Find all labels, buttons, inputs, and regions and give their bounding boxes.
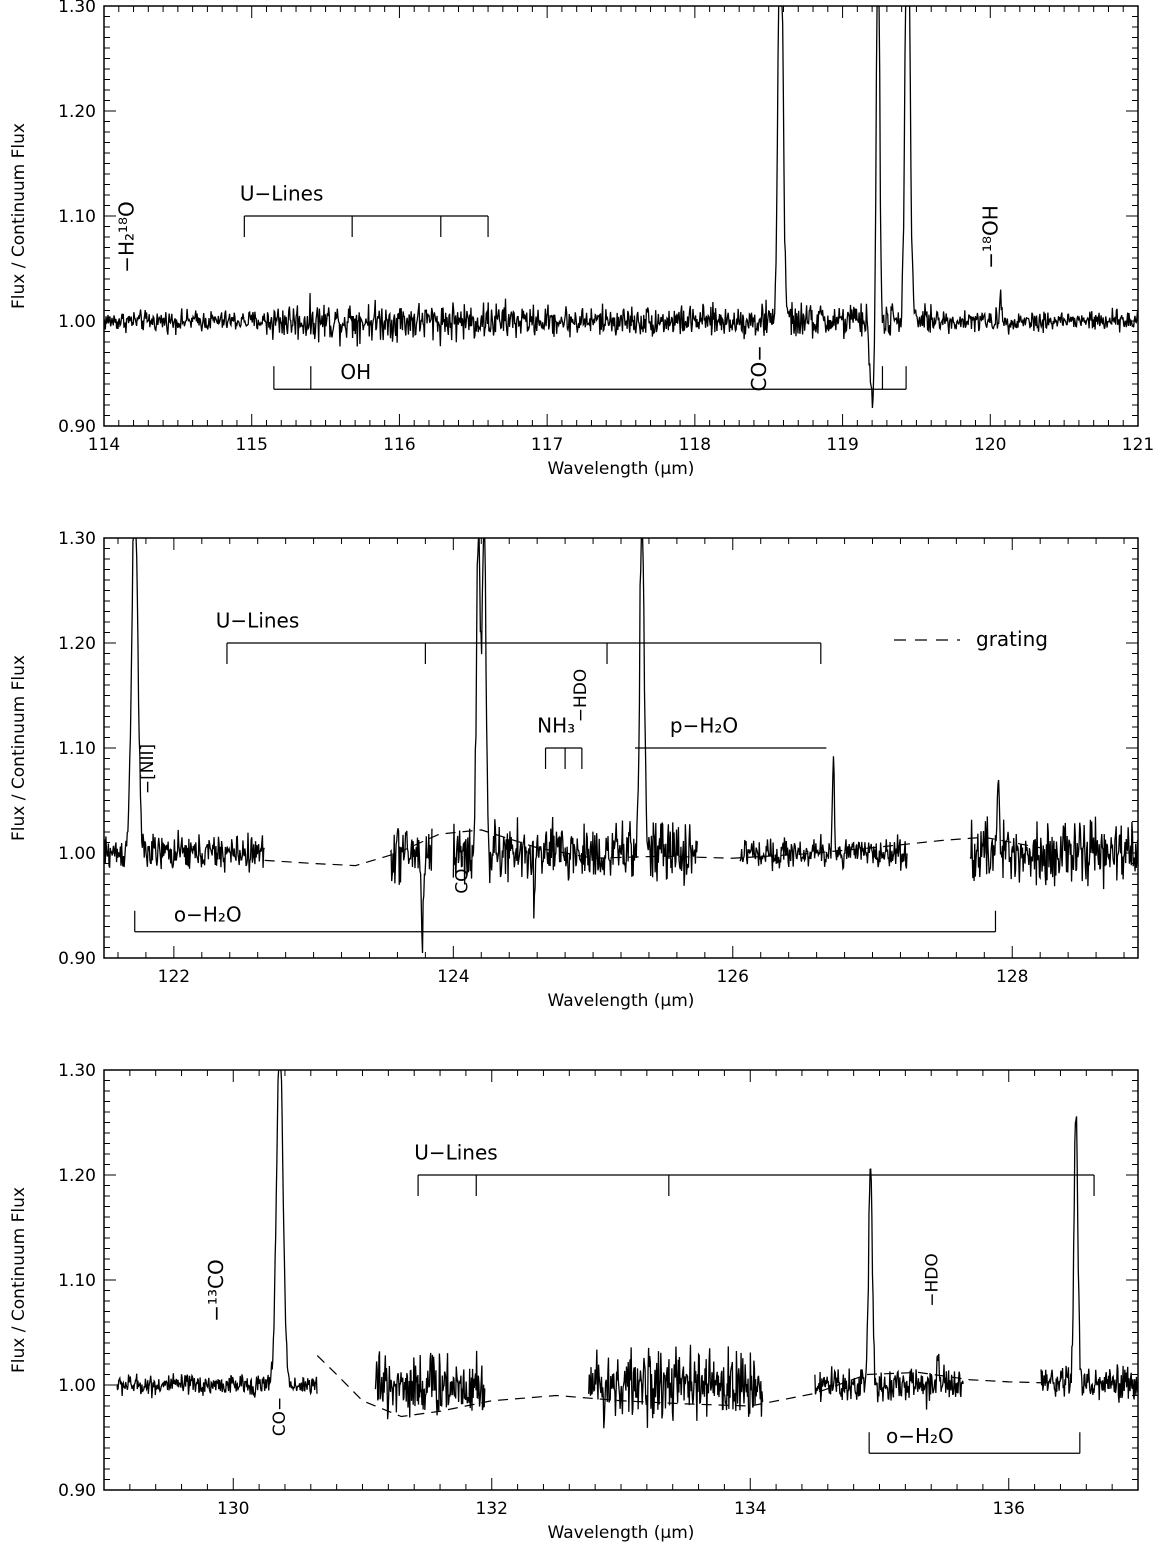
x-tick-label: 122 — [158, 967, 190, 987]
spectrum-segment — [452, 538, 698, 919]
annotation-label: NH₃ — [537, 713, 575, 737]
x-tick-label: 134 — [734, 1499, 766, 1519]
annotation-label: CO− — [270, 1397, 290, 1437]
annotation-label: −HDO — [923, 1253, 943, 1307]
x-tick-label: 132 — [476, 1499, 508, 1519]
x-tick-label: 119 — [826, 435, 858, 455]
y-tick-label: 1.30 — [58, 1061, 96, 1081]
x-tick-label: 128 — [996, 967, 1028, 987]
x-tick-label: 121 — [1122, 435, 1154, 455]
x-tick-label: 136 — [993, 1499, 1025, 1519]
x-axis-label: Wavelength (μm) — [548, 991, 695, 1011]
x-tick-label: 130 — [217, 1499, 249, 1519]
panel-2: 122 124 126 128 0.90 1.00 1.10 1.20 1.30 Waveleng… — [9, 529, 1139, 1011]
spectrum-segment — [814, 1168, 964, 1410]
spectrum-segment — [969, 779, 1138, 890]
x-axis-label: Wavelength (μm) — [548, 1523, 695, 1543]
annotation-label: CO− — [452, 854, 472, 894]
x-tick-label: 118 — [679, 435, 711, 455]
x-tick-label: 126 — [717, 967, 749, 987]
annotation-label: OH — [340, 360, 371, 384]
grating-series — [316, 1355, 1048, 1418]
x-tick-label: 116 — [383, 435, 415, 455]
y-tick-label: 1.00 — [58, 844, 96, 864]
y-tick-label: 1.20 — [58, 634, 96, 654]
spectrum-segment — [739, 756, 908, 872]
annotation-label: U−Lines — [240, 181, 324, 205]
y-tick-label: 0.90 — [58, 949, 96, 969]
plot-frame — [103, 537, 1139, 959]
x-tick-label: 115 — [235, 435, 267, 455]
y-tick-label: 0.90 — [58, 417, 96, 437]
y-tick-label: 1.00 — [58, 312, 96, 332]
grating-series — [264, 829, 1041, 867]
x-tick-label: 120 — [974, 435, 1006, 455]
y-tick-label: 0.90 — [58, 1481, 96, 1501]
annotation-label: o−H₂O — [886, 1424, 954, 1448]
annotation-label: CO− — [747, 345, 771, 391]
spectrum-segment — [588, 1344, 764, 1429]
spectrum-segment — [1040, 1116, 1138, 1403]
spectrum-segment — [104, 6, 1138, 409]
spectrum-segment — [389, 828, 433, 953]
spectrum-segment — [374, 1350, 486, 1420]
x-axis-label: Wavelength (μm) — [548, 459, 695, 479]
spectrum-segment — [116, 1070, 318, 1399]
y-tick-label: 1.20 — [58, 102, 96, 122]
x-tick-label: 124 — [437, 967, 469, 987]
x-tick-label: 117 — [531, 435, 563, 455]
annotation-label: o−H₂O — [174, 902, 242, 926]
annotation-label: p−H₂O — [670, 713, 738, 737]
x-tick-label: 114 — [88, 435, 120, 455]
annotation-label: −¹⁸OH — [979, 205, 1003, 269]
annotation-label: −H₂¹⁸O — [115, 201, 139, 273]
y-tick-label: 1.30 — [58, 529, 96, 549]
legend-label: grating — [976, 627, 1048, 651]
y-tick-label: 1.10 — [58, 1271, 96, 1291]
annotation-label: −[NII] — [138, 744, 158, 794]
annotation-label: −HDO — [571, 669, 591, 723]
y-tick-label: 1.00 — [58, 1376, 96, 1396]
y-tick-label: 1.10 — [58, 207, 96, 227]
panel-3: 130 132 134 136 0.90 1.00 1.10 1.20 1.30 Waveleng… — [9, 1061, 1139, 1543]
panel-1: 114 115 116 117 118 119 120 121 0.90 1.00 1.10 1.20… — [9, 0, 1154, 479]
annotation-label: U−Lines — [216, 608, 300, 632]
plot-frame — [103, 1069, 1139, 1491]
spectrum-segment — [104, 538, 265, 873]
annotation-label: −¹³CO — [204, 1259, 228, 1322]
y-tick-label: 1.30 — [58, 0, 96, 17]
y-axis-label: Flux / Continuum Flux — [9, 655, 29, 841]
y-axis-label: Flux / Continuum Flux — [9, 1187, 29, 1373]
annotation-label: U−Lines — [414, 1140, 498, 1164]
y-tick-label: 1.10 — [58, 739, 96, 759]
y-axis-label: Flux / Continuum Flux — [9, 123, 29, 309]
y-tick-label: 1.20 — [58, 1166, 96, 1186]
